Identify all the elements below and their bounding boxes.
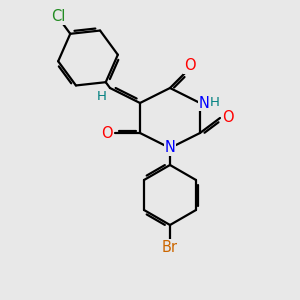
Text: H: H <box>97 89 107 103</box>
Text: H: H <box>210 97 220 110</box>
Text: O: O <box>184 58 196 74</box>
Text: N: N <box>165 140 176 155</box>
Text: O: O <box>222 110 234 125</box>
Text: Br: Br <box>162 239 178 254</box>
Text: O: O <box>101 125 113 140</box>
Text: N: N <box>199 95 209 110</box>
Text: Cl: Cl <box>51 9 65 24</box>
